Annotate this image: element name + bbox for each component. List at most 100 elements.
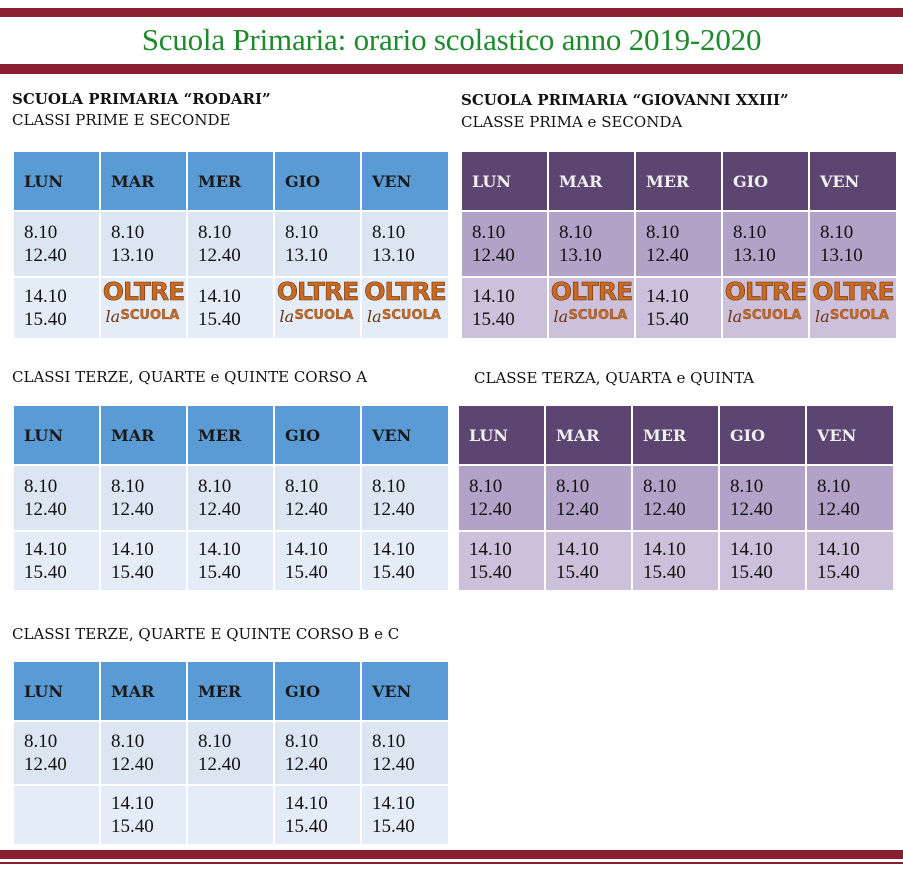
morning-row: 8.10 12.40 8.10 12.40 8.10 12.40 8.10 12… bbox=[12, 464, 450, 532]
schedule-header-row: LUN MAR MER GIO VEN bbox=[12, 660, 450, 722]
day-header-ven: VEN bbox=[360, 660, 450, 722]
time-cell: 8.10 12.40 bbox=[360, 720, 450, 786]
schedule-rodari-corso-b-c: LUN MAR MER GIO VEN 8.10 12.40 8.10 12.4… bbox=[12, 660, 450, 846]
time-cell: 8.10 12.40 bbox=[273, 464, 362, 532]
oltre-la-scuola-logo: OLTRE la SCUOLA bbox=[724, 277, 807, 326]
day-header-lun: LUN bbox=[12, 660, 101, 722]
time-cell: 8.10 12.40 bbox=[634, 210, 723, 278]
time-cell: 8.10 13.10 bbox=[99, 210, 188, 278]
time-cell: 14.10 15.40 bbox=[457, 530, 546, 592]
time-cell: 8.10 13.10 bbox=[808, 210, 898, 278]
page-title: Scuola Primaria: orario scolastico anno … bbox=[141, 22, 762, 57]
time-cell: 8.10 12.40 bbox=[457, 464, 546, 532]
time-cell: 14.10 15.40 bbox=[99, 530, 188, 592]
time-cell: 8.10 12.40 bbox=[12, 464, 101, 532]
day-header-mar: MAR bbox=[99, 660, 188, 722]
time-cell: 8.10 13.10 bbox=[273, 210, 362, 278]
time-cell: 8.10 12.40 bbox=[12, 720, 101, 786]
day-header-lun: LUN bbox=[12, 404, 101, 466]
day-header-gio: GIO bbox=[273, 150, 362, 212]
day-header-ven: VEN bbox=[360, 150, 450, 212]
day-header-gio: GIO bbox=[273, 660, 362, 722]
time-cell: 8.10 12.40 bbox=[460, 210, 549, 278]
oltre-la-scuola-logo: OLTRE la SCUOLA bbox=[550, 277, 633, 326]
time-cell: 8.10 12.40 bbox=[99, 720, 188, 786]
time-cell: 8.10 12.40 bbox=[186, 720, 275, 786]
time-cell: 8.10 12.40 bbox=[360, 464, 450, 532]
time-cell: 8.10 12.40 bbox=[186, 210, 275, 278]
time-cell: 8.10 13.10 bbox=[721, 210, 810, 278]
day-header-lun: LUN bbox=[457, 404, 546, 466]
oltre-la-scuola-logo-cell: OLTRE la SCUOLA bbox=[273, 276, 362, 340]
time-cell: 14.10 15.40 bbox=[634, 276, 723, 340]
day-header-lun: LUN bbox=[460, 150, 549, 212]
time-cell: 14.10 15.40 bbox=[360, 784, 450, 846]
schedule-rodari-corso-a: LUN MAR MER GIO VEN 8.10 12.40 8.10 12.4… bbox=[12, 404, 450, 592]
time-cell: 8.10 12.40 bbox=[544, 464, 633, 532]
day-header-mar: MAR bbox=[99, 404, 188, 466]
time-cell: 14.10 15.40 bbox=[718, 530, 807, 592]
morning-row: 8.10 12.40 8.10 13.10 8.10 12.40 8.10 13… bbox=[12, 210, 450, 278]
day-header-mar: MAR bbox=[547, 150, 636, 212]
title-underline-band bbox=[0, 64, 903, 74]
time-cell: 8.10 12.40 bbox=[186, 464, 275, 532]
day-header-mer: MER bbox=[631, 404, 720, 466]
schedule-header-row: LUN MAR MER GIO VEN bbox=[12, 404, 450, 466]
school-name-giovanni-xxiii: SCUOLA PRIMARIA “GIOVANNI XXIII” bbox=[461, 91, 789, 109]
schedule-giovanni-prima-seconda: LUN MAR MER GIO VEN 8.10 12.40 8.10 13.1… bbox=[460, 150, 898, 340]
oltre-la-scuola-logo-cell: OLTRE la SCUOLA bbox=[721, 276, 810, 340]
time-cell: 8.10 12.40 bbox=[718, 464, 807, 532]
time-cell: 14.10 15.40 bbox=[186, 530, 275, 592]
bottom-border-band bbox=[0, 850, 903, 859]
oltre-la-scuola-logo-cell: OLTRE la SCUOLA bbox=[360, 276, 450, 340]
day-header-gio: GIO bbox=[721, 150, 810, 212]
time-cell: 8.10 12.40 bbox=[631, 464, 720, 532]
schedule-header-row: LUN MAR MER GIO VEN bbox=[12, 150, 450, 212]
schedule-rodari-prime-seconde: LUN MAR MER GIO VEN 8.10 12.40 8.10 13.1… bbox=[12, 150, 450, 340]
schedule-header-row: LUN MAR MER GIO VEN bbox=[460, 150, 898, 212]
time-cell: 14.10 15.40 bbox=[273, 784, 362, 846]
time-cell: 8.10 12.40 bbox=[99, 464, 188, 532]
time-cell: 14.10 15.40 bbox=[12, 276, 101, 340]
section-label-rodari-corso-a: CLASSI TERZE, QUARTE e QUINTE CORSO A bbox=[12, 368, 368, 386]
afternoon-row: 14.10 15.40 14.10 15.40 14.10 15.40 14.1… bbox=[12, 530, 450, 592]
time-cell: 14.10 15.40 bbox=[12, 530, 101, 592]
oltre-la-scuola-logo: OLTRE la SCUOLA bbox=[276, 277, 359, 326]
day-header-mar: MAR bbox=[544, 404, 633, 466]
schedule-header-row: LUN MAR MER GIO VEN bbox=[457, 404, 895, 466]
top-border-band bbox=[0, 8, 903, 17]
day-header-mer: MER bbox=[186, 150, 275, 212]
day-header-mer: MER bbox=[186, 404, 275, 466]
day-header-ven: VEN bbox=[805, 404, 895, 466]
schedule-giovanni-terza-quarta-quinta: LUN MAR MER GIO VEN 8.10 12.40 8.10 12.4… bbox=[457, 404, 895, 592]
time-cell: 14.10 15.40 bbox=[544, 530, 633, 592]
section-label-rodari-prime-seconde: CLASSI PRIME E SECONDE bbox=[12, 111, 231, 129]
morning-row: 8.10 12.40 8.10 12.40 8.10 12.40 8.10 12… bbox=[457, 464, 895, 532]
time-cell: 8.10 13.10 bbox=[547, 210, 636, 278]
time-cell: 14.10 15.40 bbox=[460, 276, 549, 340]
time-cell: 8.10 12.40 bbox=[805, 464, 895, 532]
afternoon-row: 14.10 15.40 OLTRE la SCUOLA 14.10 15.40 OL… bbox=[460, 276, 898, 340]
time-cell: 14.10 15.40 bbox=[273, 530, 362, 592]
oltre-la-scuola-logo-cell: OLTRE la SCUOLA bbox=[99, 276, 188, 340]
time-cell: 8.10 13.10 bbox=[360, 210, 450, 278]
section-label-giovanni-prima-seconda: CLASSE PRIMA e SECONDA bbox=[461, 113, 683, 131]
day-header-gio: GIO bbox=[718, 404, 807, 466]
day-header-lun: LUN bbox=[12, 150, 101, 212]
day-header-gio: GIO bbox=[273, 404, 362, 466]
day-header-ven: VEN bbox=[360, 404, 450, 466]
afternoon-row: 14.10 15.40 OLTRE la SCUOLA 14.10 15.40 OL… bbox=[12, 276, 450, 340]
time-cell: 8.10 12.40 bbox=[12, 210, 101, 278]
time-cell: 8.10 12.40 bbox=[273, 720, 362, 786]
afternoon-row: 14.10 15.40 14.10 15.40 14.10 15.40 bbox=[12, 784, 450, 846]
bottom-border-line bbox=[0, 862, 903, 864]
morning-row: 8.10 12.40 8.10 12.40 8.10 12.40 8.10 12… bbox=[12, 720, 450, 786]
oltre-la-scuola-logo-cell: OLTRE la SCUOLA bbox=[547, 276, 636, 340]
morning-row: 8.10 12.40 8.10 13.10 8.10 12.40 8.10 13… bbox=[460, 210, 898, 278]
time-cell: 14.10 15.40 bbox=[99, 784, 188, 846]
time-cell: 14.10 15.40 bbox=[360, 530, 450, 592]
oltre-la-scuola-logo: OLTRE la SCUOLA bbox=[102, 277, 185, 326]
school-name-rodari: SCUOLA PRIMARIA “RODARI” bbox=[12, 90, 271, 108]
section-label-rodari-corso-b-c: CLASSI TERZE, QUARTE E QUINTE CORSO B e … bbox=[12, 625, 400, 643]
afternoon-row: 14.10 15.40 14.10 15.40 14.10 15.40 14.1… bbox=[457, 530, 895, 592]
